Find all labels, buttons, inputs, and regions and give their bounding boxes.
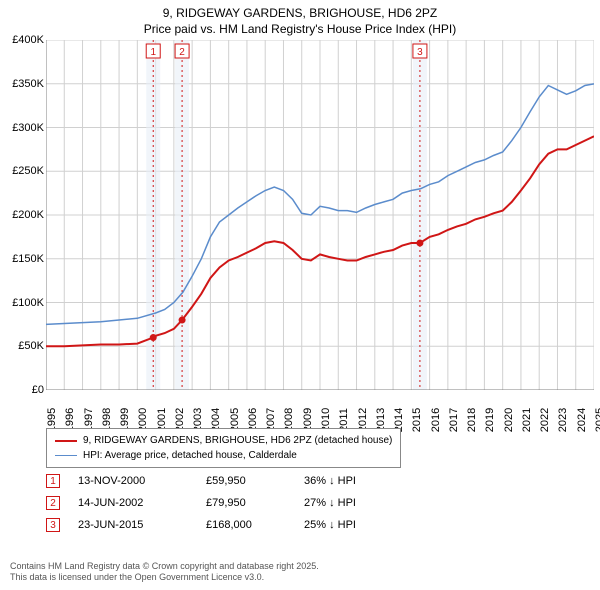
y-tick-label: £200K: [0, 209, 44, 221]
y-tick-label: £100K: [0, 297, 44, 309]
y-tick-label: £250K: [0, 165, 44, 177]
legend-swatch-property: [55, 440, 77, 442]
x-tick-label: 2016: [430, 408, 442, 432]
legend-row-hpi: HPI: Average price, detached house, Cald…: [55, 448, 392, 463]
y-tick-label: £50K: [0, 340, 44, 352]
transaction-row: 1 13-NOV-2000 £59,950 36% ↓ HPI: [46, 470, 394, 492]
tx-date: 14-JUN-2002: [78, 497, 188, 509]
transaction-row: 3 23-JUN-2015 £168,000 25% ↓ HPI: [46, 514, 394, 536]
legend-swatch-hpi: [55, 455, 77, 456]
x-tick-label: 2024: [576, 408, 588, 432]
tx-price: £79,950: [206, 497, 286, 509]
x-tick-label: 2020: [503, 408, 515, 432]
x-tick-label: 2022: [539, 408, 551, 432]
x-axis: 1995199619971998199920002001200220032004…: [46, 390, 594, 420]
chart-title: 9, RIDGEWAY GARDENS, BRIGHOUSE, HD6 2PZ …: [0, 0, 600, 39]
transaction-table: 1 13-NOV-2000 £59,950 36% ↓ HPI 2 14-JUN-2002…: [46, 470, 394, 536]
y-tick-label: £350K: [0, 78, 44, 90]
tx-pct: 25% ↓ HPI: [304, 519, 394, 531]
y-tick-label: £400K: [0, 34, 44, 46]
title-line2: Price paid vs. HM Land Registry's House …: [0, 22, 600, 38]
legend-row-property: 9, RIDGEWAY GARDENS, BRIGHOUSE, HD6 2PZ …: [55, 433, 392, 448]
legend-label-hpi: HPI: Average price, detached house, Cald…: [83, 448, 297, 463]
footer: Contains HM Land Registry data © Crown c…: [10, 561, 319, 584]
plot-svg: 1 2 3: [46, 40, 594, 390]
tx-marker: 2: [46, 496, 60, 510]
tx-date: 13-NOV-2000: [78, 475, 188, 487]
x-tick-label: 2015: [411, 408, 423, 432]
tx-price: £168,000: [206, 519, 286, 531]
footer-line2: This data is licensed under the Open Gov…: [10, 572, 319, 584]
x-tick-label: 2019: [484, 408, 496, 432]
tx-pct: 36% ↓ HPI: [304, 475, 394, 487]
title-line1: 9, RIDGEWAY GARDENS, BRIGHOUSE, HD6 2PZ: [0, 6, 600, 22]
tx-marker: 3: [46, 518, 60, 532]
x-tick-label: 2017: [448, 408, 460, 432]
svg-text:3: 3: [417, 47, 423, 58]
y-tick-label: £150K: [0, 253, 44, 265]
svg-text:1: 1: [150, 47, 156, 58]
tx-pct: 27% ↓ HPI: [304, 497, 394, 509]
y-tick-label: £0: [0, 384, 44, 396]
x-tick-label: 2023: [557, 408, 569, 432]
legend-label-property: 9, RIDGEWAY GARDENS, BRIGHOUSE, HD6 2PZ …: [83, 433, 392, 448]
transaction-row: 2 14-JUN-2002 £79,950 27% ↓ HPI: [46, 492, 394, 514]
x-tick-label: 2018: [466, 408, 478, 432]
footer-line1: Contains HM Land Registry data © Crown c…: [10, 561, 319, 573]
y-tick-label: £300K: [0, 122, 44, 134]
tx-marker: 1: [46, 474, 60, 488]
x-tick-label: 2025: [594, 408, 600, 432]
tx-price: £59,950: [206, 475, 286, 487]
y-axis: £0£50K£100K£150K£200K£250K£300K£350K£400…: [0, 40, 46, 420]
svg-text:2: 2: [179, 47, 185, 58]
chart-container: £0£50K£100K£150K£200K£250K£300K£350K£400…: [0, 40, 600, 420]
tx-date: 23-JUN-2015: [78, 519, 188, 531]
plot-area: 1 2 3: [46, 40, 594, 390]
x-tick-label: 2021: [521, 408, 533, 432]
legend: 9, RIDGEWAY GARDENS, BRIGHOUSE, HD6 2PZ …: [46, 428, 401, 468]
